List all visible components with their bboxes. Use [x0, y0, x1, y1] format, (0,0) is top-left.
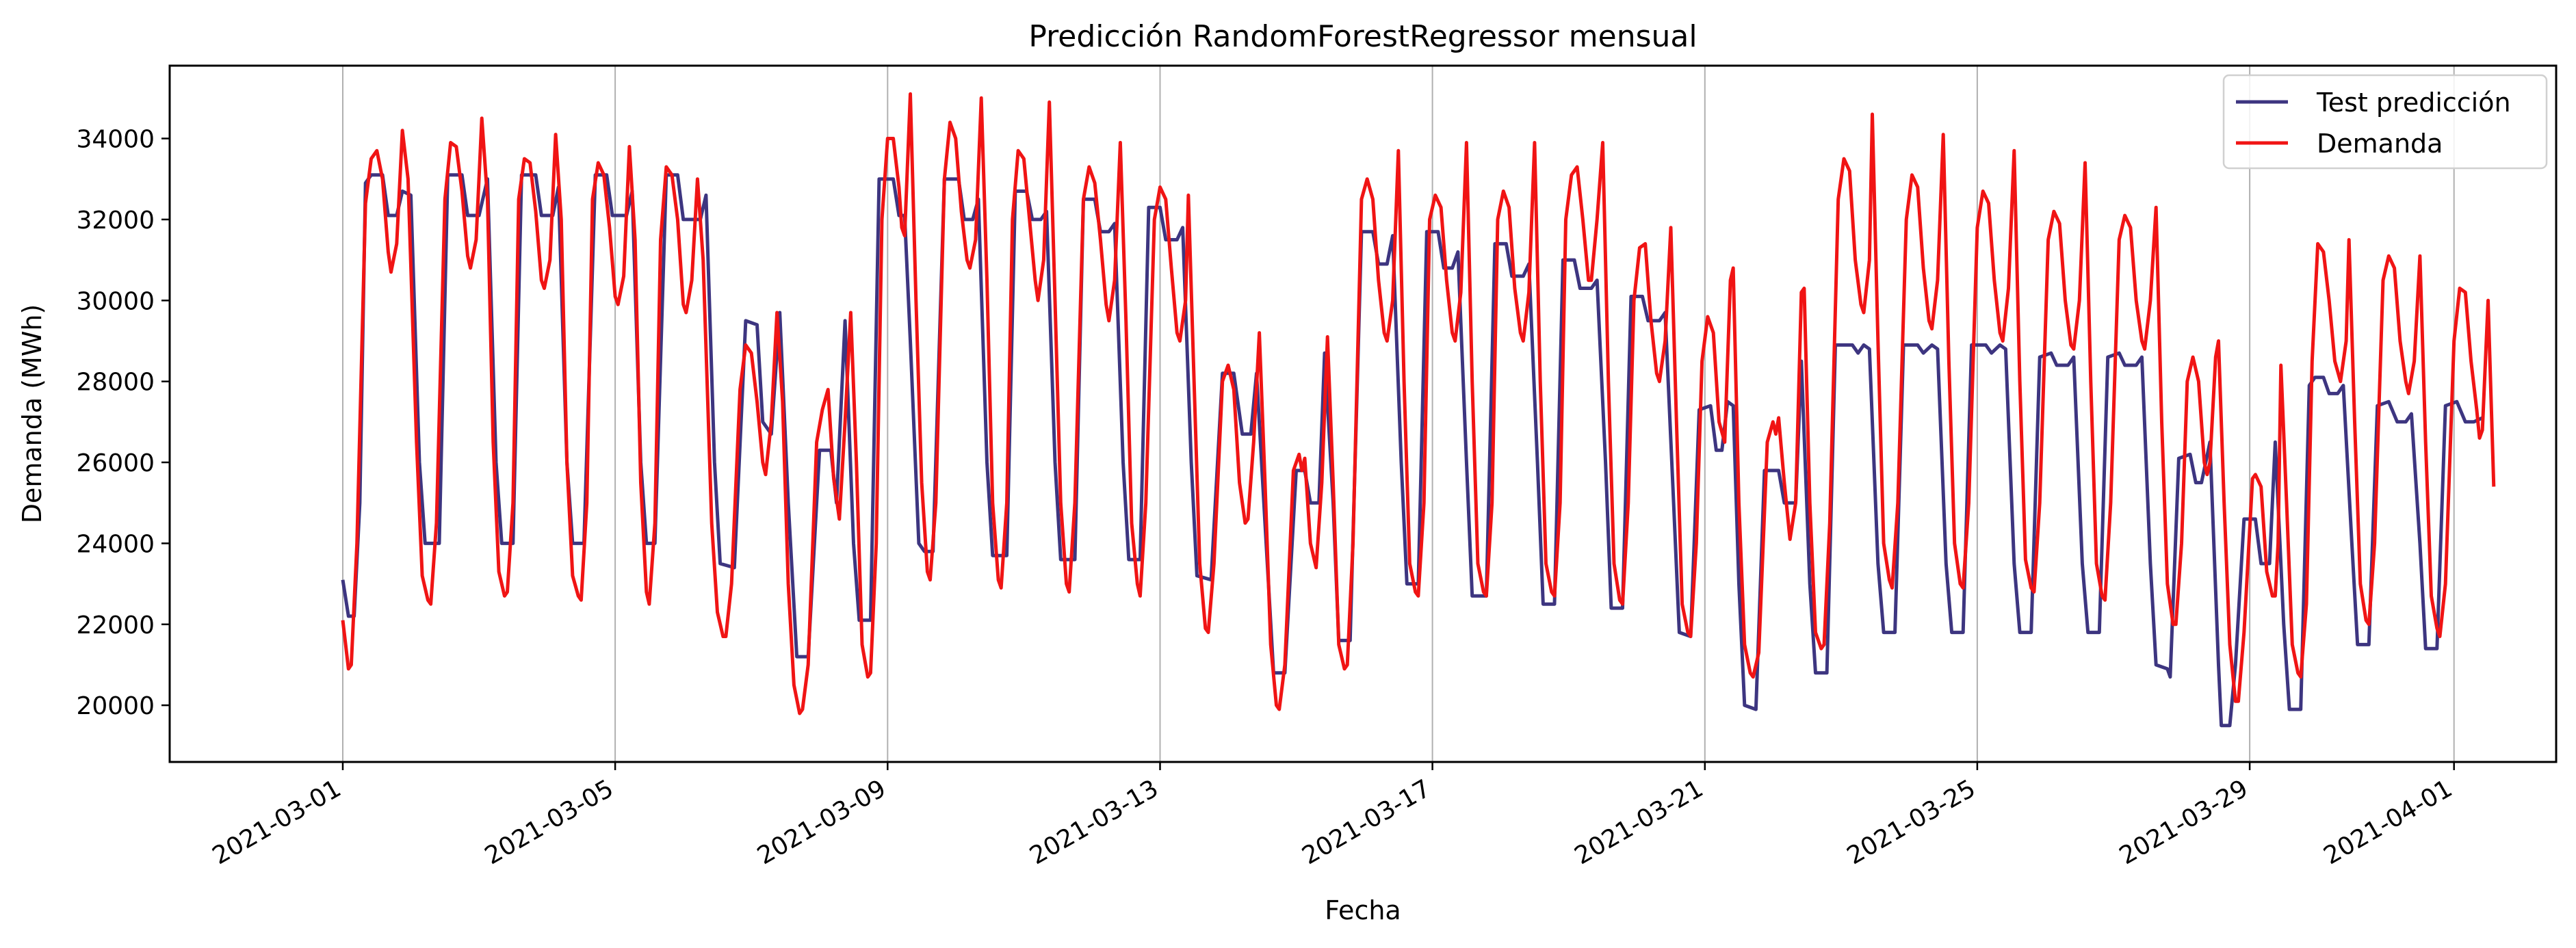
- series-line-test-prediccion: [341, 173, 2484, 728]
- y-tick-label-32000: 32000: [76, 207, 155, 235]
- chart-title: Predicción RandomForestRegressor mensual: [1028, 19, 1697, 54]
- legend-box: [2222, 74, 2548, 170]
- y-axis-label: Demanda (MWh): [17, 304, 47, 524]
- y-axis-ticks: 20000 22000 24000 26000 28000 30000 32000 34000: [76, 126, 170, 720]
- y-tick-label-22000: 22000: [76, 611, 155, 640]
- series-line-demanda: [341, 92, 2496, 715]
- plot-series: [341, 92, 2496, 728]
- grid-lines: [342, 66, 2455, 762]
- y-tick-label-26000: 26000: [76, 449, 155, 477]
- legend-label-demanda: Demanda: [2317, 129, 2443, 159]
- x-axis-label: Fecha: [1325, 895, 1401, 925]
- legend: Test predicción Demanda: [2222, 74, 2548, 170]
- y-tick-label-20000: 20000: [76, 692, 155, 720]
- plot-frame: [168, 64, 2558, 763]
- legend-label-test-prediccion: Test predicción: [2316, 88, 2511, 118]
- y-tick-label-34000: 34000: [76, 126, 155, 154]
- y-tick-label-28000: 28000: [76, 369, 155, 397]
- y-tick-label-30000: 30000: [76, 287, 155, 315]
- y-tick-label-24000: 24000: [76, 530, 155, 558]
